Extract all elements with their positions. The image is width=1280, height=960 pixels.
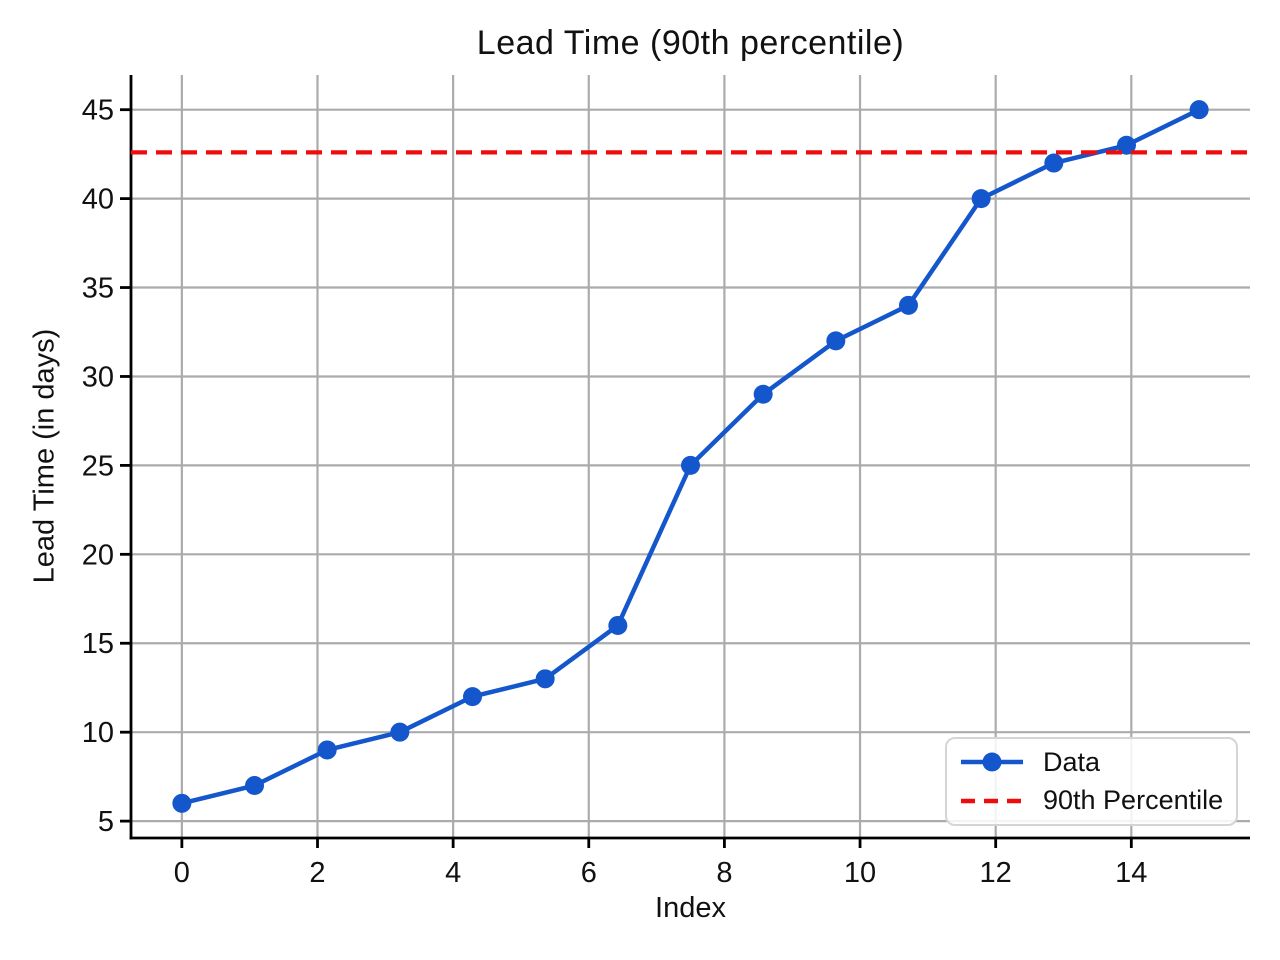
data-point-11: [971, 189, 991, 209]
chart-title: Lead Time (90th percentile): [476, 24, 905, 62]
data-point-10: [898, 295, 918, 315]
x-tick-label-2: 4: [445, 857, 461, 889]
legend-dashed-line-sample: [961, 798, 1023, 804]
data-point-9: [826, 331, 846, 351]
data-point-2: [317, 740, 337, 760]
x-tick-label-5: 10: [844, 857, 876, 889]
data-point-8: [753, 384, 773, 404]
y-tick-label-7: 40: [82, 184, 114, 216]
x-axis-label: Index: [655, 892, 726, 924]
y-tick-label-4: 25: [82, 450, 114, 482]
data-point-12: [1044, 153, 1064, 173]
y-tick-label-3: 20: [82, 539, 114, 571]
legend-label-percentile: 90th Percentile: [1043, 785, 1224, 816]
data-point-14: [1189, 100, 1209, 120]
data-point-3: [390, 722, 410, 742]
x-tick-label-1: 2: [309, 857, 325, 889]
x-tick-label-7: 14: [1115, 857, 1147, 889]
data-point-5: [535, 669, 555, 689]
y-tick-label-2: 15: [82, 628, 114, 660]
data-point-4: [463, 687, 483, 707]
legend-item-data: Data: [947, 747, 1236, 778]
data-point-1: [245, 776, 265, 796]
legend-label-data: Data: [1043, 746, 1101, 777]
data-point-13: [1116, 135, 1136, 155]
x-tick-label-0: 0: [174, 857, 190, 889]
legend: Data 90th Percentile: [945, 737, 1238, 826]
x-tick-label-4: 8: [716, 857, 732, 889]
legend-line-marker-sample: [961, 752, 1023, 772]
x-tick-label-3: 6: [581, 857, 597, 889]
data-point-6: [608, 615, 628, 635]
y-tick-label-5: 30: [82, 361, 114, 393]
data-point-7: [681, 455, 700, 475]
y-axis-label: Lead Time (in days): [28, 328, 61, 584]
data-point-0: [172, 793, 192, 813]
y-tick-label-0: 5: [98, 806, 114, 838]
legend-item-percentile: 90th Percentile: [947, 785, 1236, 816]
x-tick-label-6: 12: [980, 857, 1012, 889]
y-tick-label-6: 35: [82, 273, 114, 305]
y-tick-label-8: 45: [82, 95, 114, 127]
y-tick-label-1: 10: [82, 717, 114, 749]
